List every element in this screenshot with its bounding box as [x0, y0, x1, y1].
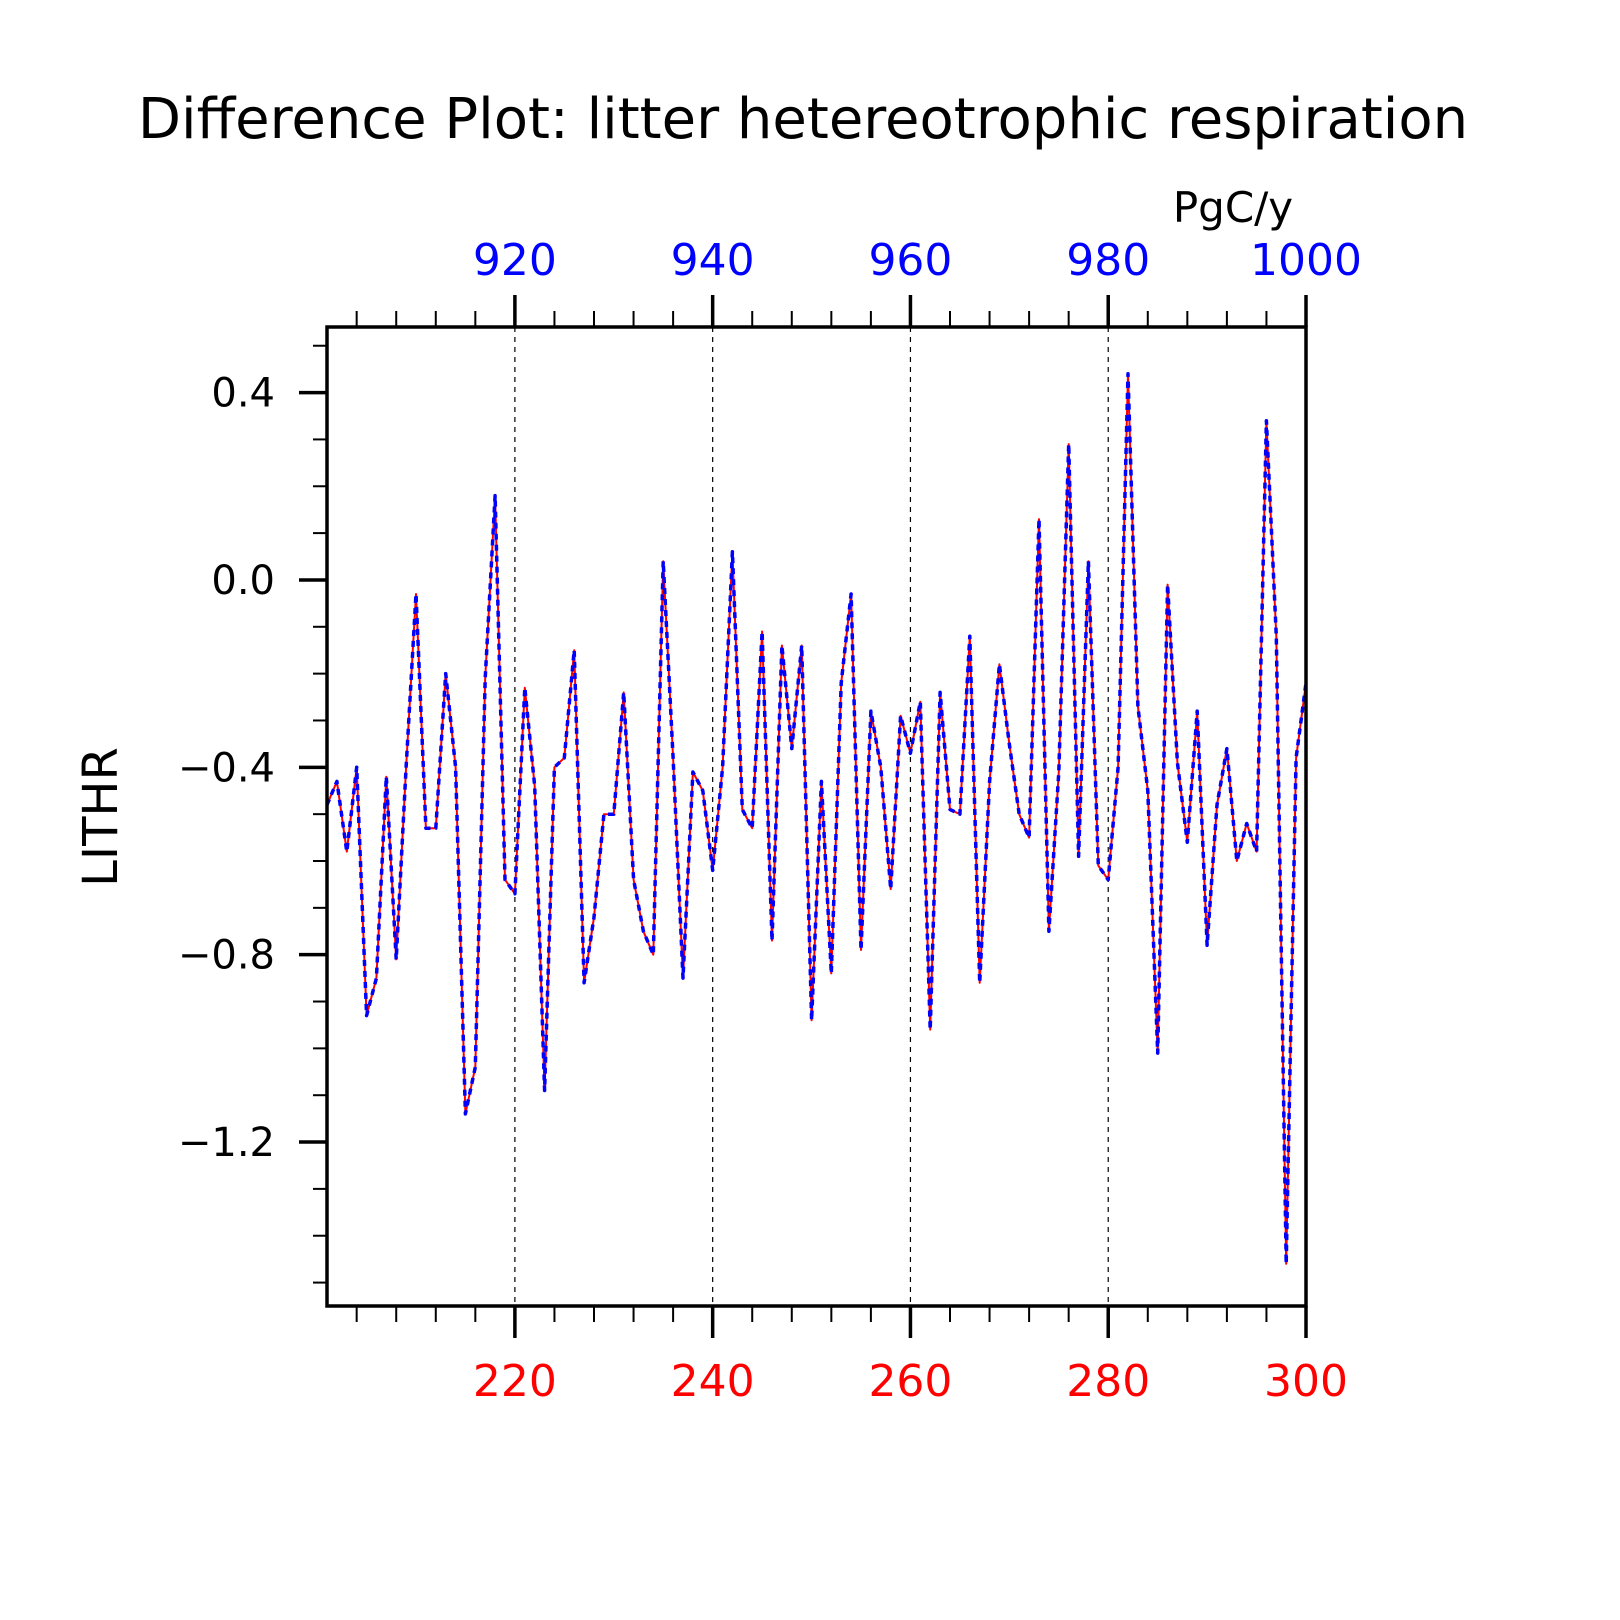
bottom-tick-label: 280: [1066, 1356, 1150, 1407]
top-tick-label: 980: [1066, 235, 1150, 286]
plot-frame: [325, 325, 1308, 1308]
top-tick-label: 940: [671, 235, 755, 286]
axis-ticks: [299, 295, 1308, 1338]
series-line-bottom: [326, 372, 1307, 1265]
tick-labels: 220 240 260 280 300 920 940 960 980 1000 0.4 0.0 −0.…: [178, 235, 1362, 1407]
top-tick-label: 1000: [1250, 235, 1362, 286]
top-tick-label: 960: [868, 235, 952, 286]
y-tick-label: −0.4: [178, 745, 275, 791]
bottom-tick-label: 260: [868, 1356, 952, 1407]
bottom-tick-label: 240: [671, 1356, 755, 1407]
y-tick-label: 0.4: [211, 371, 275, 417]
top-tick-label: 920: [473, 235, 557, 286]
chart-title: Difference Plot: litter hetereotrophic r…: [138, 87, 1468, 152]
series-line-top: [325, 372, 1308, 1266]
gridlines: [514, 327, 1109, 1306]
y-axis-label: LITHR: [73, 747, 129, 887]
y-tick-label: 0.0: [211, 558, 275, 604]
units-label: PgC/y: [1173, 183, 1293, 232]
y-tick-label: −1.2: [178, 1120, 275, 1166]
bottom-tick-label: 300: [1264, 1356, 1348, 1407]
bottom-tick-label: 220: [473, 1356, 557, 1407]
series-layer: [325, 372, 1308, 1266]
y-tick-label: −0.8: [178, 933, 275, 979]
